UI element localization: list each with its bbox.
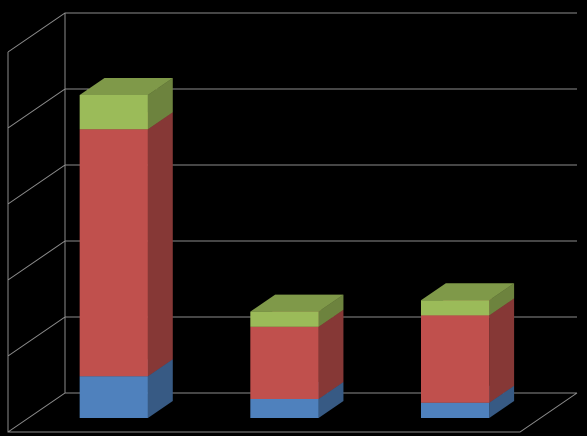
grid-line [7, 392, 577, 433]
bar-front [420, 315, 490, 403]
bar-front [250, 311, 319, 327]
bar-front [420, 300, 490, 316]
bar-segment [250, 294, 344, 327]
bar-segment [420, 283, 515, 316]
bar-front [79, 376, 148, 418]
grid-line [7, 88, 577, 129]
grid-line [7, 164, 577, 205]
grid-line-segment [7, 392, 577, 433]
bar-front [79, 95, 148, 130]
bar-segment [79, 78, 173, 130]
grid-line [7, 240, 577, 281]
grid-line [7, 12, 577, 53]
bar-side [318, 382, 344, 418]
grid-line-segment [7, 164, 577, 205]
bar-front [420, 402, 490, 418]
grid-line [7, 316, 577, 357]
bar-top [79, 78, 173, 95]
bar-front [250, 326, 319, 399]
grid-line-segment [7, 12, 577, 53]
bar-side [147, 359, 173, 418]
bar-front [79, 129, 148, 377]
bar-top [420, 283, 515, 301]
bar-side [489, 283, 515, 316]
bar-side [147, 78, 173, 130]
bar-segment [79, 112, 173, 377]
grid-line-segment [7, 316, 577, 357]
wall-edge [7, 52, 578, 433]
grid-line-segment [7, 88, 577, 129]
bar-top [250, 294, 344, 312]
bar-side [318, 294, 344, 327]
bar-side [489, 298, 515, 403]
bar-side [489, 385, 515, 418]
grid-line-segment [7, 240, 577, 281]
bar-side [147, 112, 173, 377]
bar-front [250, 399, 319, 418]
bar-side [318, 309, 344, 399]
